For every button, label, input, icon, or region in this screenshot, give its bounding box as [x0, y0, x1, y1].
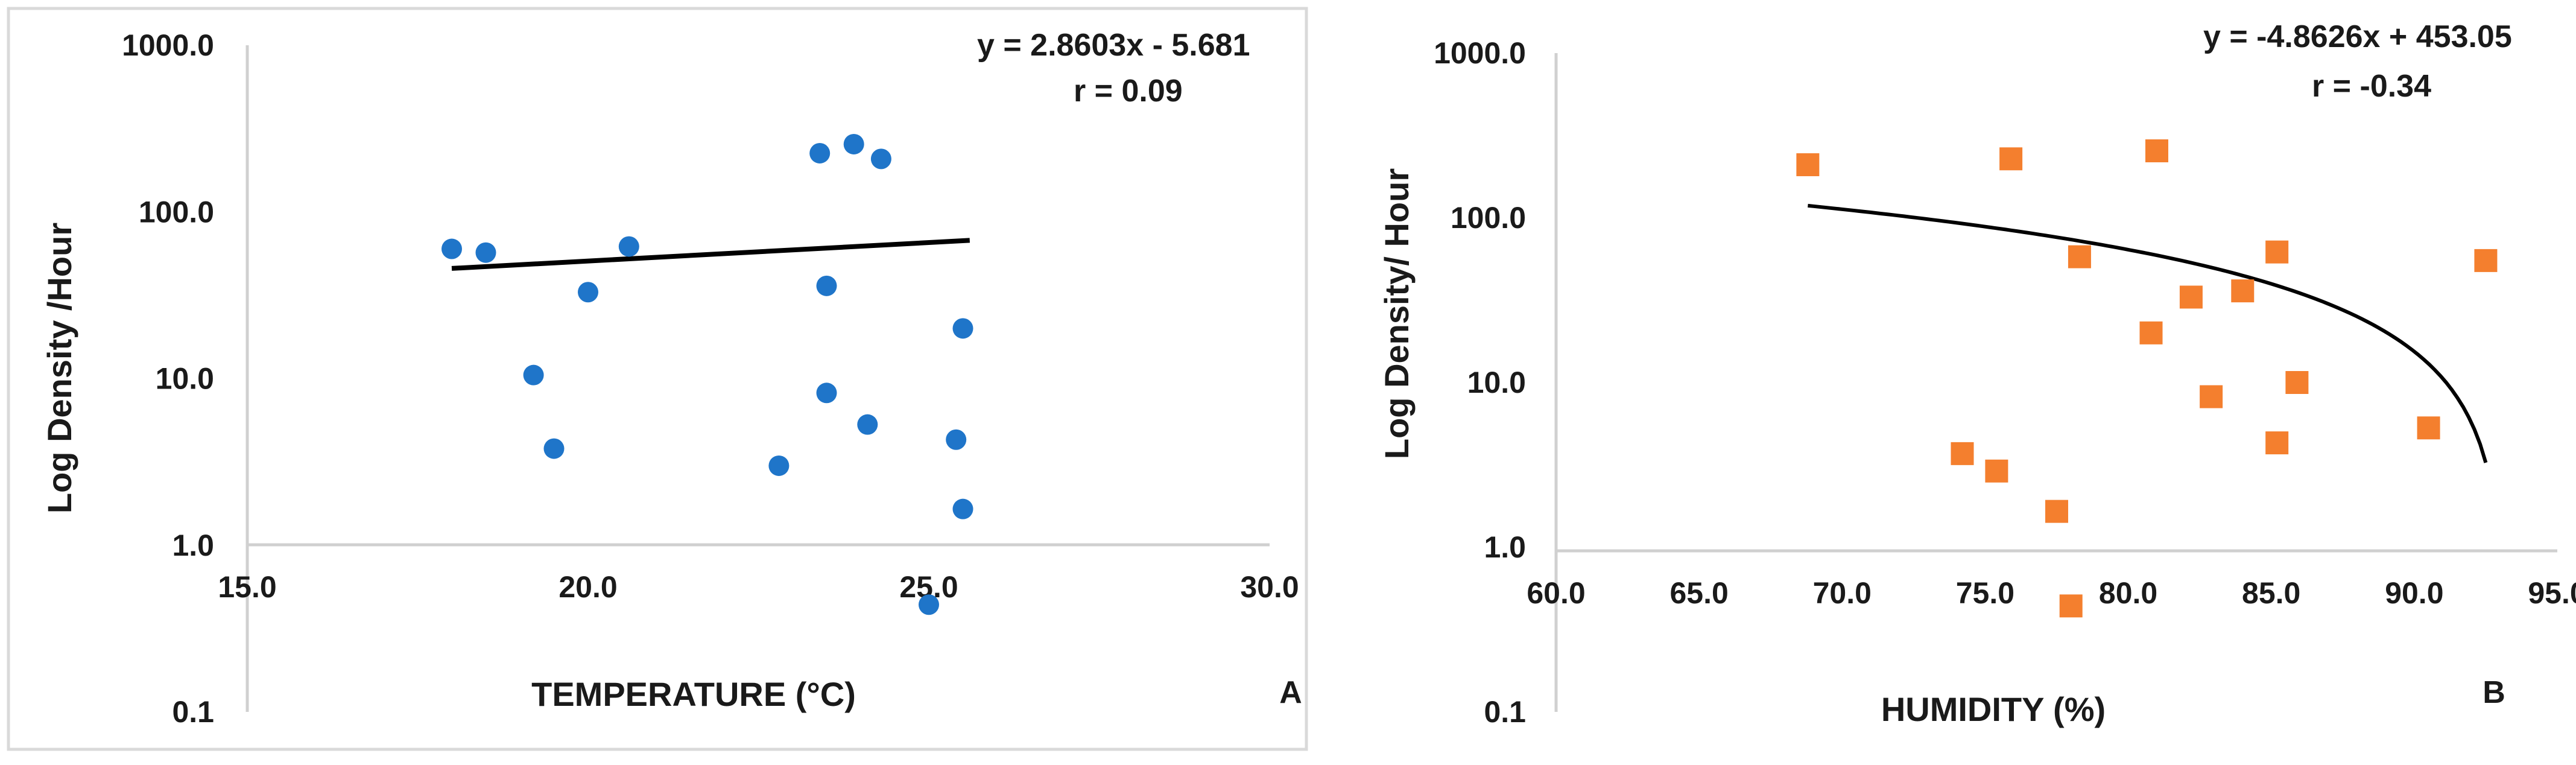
x-tick-label: 80.0: [2099, 576, 2157, 610]
y-axis-title: Log Density /Hour: [40, 223, 78, 513]
data-point: [768, 455, 790, 476]
y-tick-label: 100.0: [1451, 201, 1526, 235]
trendline: [451, 238, 970, 271]
humidity-chart: 1000.0 100.0 10.0 1.0 0.1 60.0 65.0 70.0 75.0 80…: [1378, 19, 2576, 729]
data-point: [2265, 240, 2289, 264]
x-tick-label: 30.0: [1240, 570, 1299, 604]
x-tick-label: 70.0: [1813, 576, 1872, 610]
data-point: [1985, 459, 2008, 483]
y-tick-label: 0.1: [1484, 695, 1526, 729]
y-axis-title: Log Density/ Hour: [1378, 168, 1416, 459]
x-axis-title: HUMIDITY (%): [1881, 690, 2106, 728]
panel-label: B: [2483, 675, 2505, 710]
x-tick-label: 60.0: [1527, 576, 1585, 610]
x-tick-label: 65.0: [1669, 576, 1728, 610]
data-point: [2179, 285, 2203, 309]
data-point: [2059, 594, 2083, 618]
equation-label: y = 2.8603x - 5.681: [977, 28, 1250, 63]
data-point: [1999, 147, 2023, 171]
data-point: [952, 498, 973, 519]
x-tick-labels: 15.0 20.0 25.0 30.0: [218, 570, 1299, 604]
data-point: [2045, 500, 2068, 523]
data-point: [816, 382, 837, 404]
data-point: [1796, 153, 1820, 177]
data-point: [2265, 431, 2289, 455]
data-point: [2068, 245, 2091, 268]
data-point: [2139, 321, 2163, 344]
x-tick-label: 85.0: [2242, 576, 2300, 610]
chart-frame: [7, 7, 1308, 751]
data-point: [618, 236, 639, 257]
data-point: [919, 594, 939, 615]
data-point: [2200, 385, 2223, 408]
r-value-label: r = -0.34: [2312, 69, 2431, 104]
y-tick-labels: 1000.0 100.0 10.0 1.0 0.1: [1434, 36, 1526, 729]
data-point: [475, 242, 496, 263]
data-point: [816, 275, 837, 296]
y-tick-labels: 1000.0 100.0 10.0 1.0 0.1: [122, 28, 214, 729]
y-tick-label: 1000.0: [1434, 36, 1526, 70]
data-point: [946, 429, 967, 450]
y-tick-label: 1000.0: [122, 28, 214, 62]
data-point: [952, 318, 973, 339]
chart-panel-humidity: 1000.0 100.0 10.0 1.0 0.1 60.0 65.0 70.0 75.0 80…: [1345, 0, 2576, 765]
x-tick-label: 20.0: [559, 570, 617, 604]
y-tick-label: 1.0: [1484, 530, 1526, 564]
equation-label: y = -4.8626x + 453.05: [2203, 19, 2512, 54]
data-point: [2285, 371, 2309, 394]
chart-panel-temperature: 1000.0 100.0 10.0 1.0 0.1 15.0 20.0 25.0 30.0 y…: [7, 7, 1308, 751]
y-tick-label: 0.1: [172, 695, 214, 729]
x-tick-labels: 60.0 65.0 70.0 75.0 80.0 85.0 90.0 95.0: [1527, 576, 2576, 610]
data-point: [2417, 416, 2440, 440]
y-tick-label: 1.0: [172, 529, 214, 562]
x-tick-label: 15.0: [218, 570, 276, 604]
data-point: [2474, 249, 2498, 272]
x-axis-title: TEMPERATURE (°C): [531, 675, 856, 713]
y-tick-label: 10.0: [1467, 366, 1526, 399]
data-points: [1796, 139, 2498, 618]
y-tick-label: 100.0: [139, 195, 214, 229]
panel-label: A: [1279, 675, 1302, 710]
data-point: [843, 133, 864, 154]
trendline: [1808, 203, 2488, 463]
r-value-label: r = 0.09: [1074, 74, 1183, 109]
x-tick-label: 75.0: [1956, 576, 2014, 610]
data-point: [857, 414, 878, 435]
data-point: [578, 282, 598, 303]
data-points: [441, 133, 973, 615]
data-point: [441, 238, 462, 259]
x-tick-label: 95.0: [2528, 576, 2576, 610]
data-point: [809, 142, 831, 163]
data-point: [2145, 139, 2168, 163]
data-point: [543, 438, 565, 459]
data-point: [2231, 279, 2255, 303]
data-point: [1951, 442, 1974, 465]
data-point: [523, 364, 544, 386]
x-tick-label: 90.0: [2385, 576, 2443, 610]
data-point: [870, 148, 891, 170]
y-tick-label: 10.0: [156, 362, 214, 396]
